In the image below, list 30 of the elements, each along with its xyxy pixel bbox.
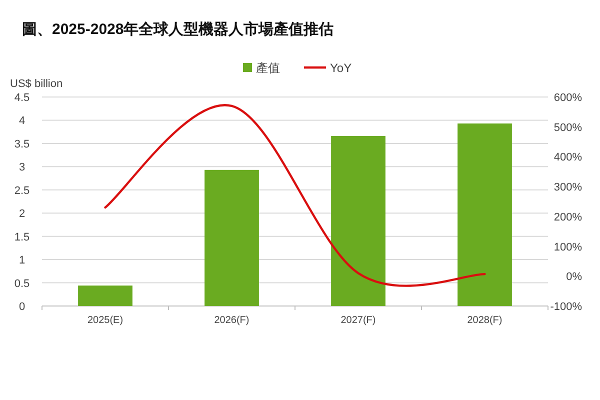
legend-label: 產值: [256, 61, 280, 75]
y-tick-label: 2.5: [14, 184, 30, 197]
y-tick-label: 1.5: [14, 231, 30, 244]
y2-tick-label: -100%: [550, 301, 582, 313]
y-tick-label: 1: [18, 254, 26, 267]
bar: [458, 123, 512, 306]
y2-tick-label: 600%: [554, 92, 582, 104]
y-tick-label: 3.5: [14, 138, 30, 150]
y2-tick-label: 500%: [554, 122, 582, 134]
x-tick-label: 2025(E): [87, 315, 124, 326]
y-tick-label: 4.5: [14, 92, 30, 104]
x-tick-label: 2028(F): [467, 315, 502, 326]
chart-title: 圖、2025-2028年全球人型機器人市場產值推估: [22, 20, 334, 38]
x-tick-label: 2026(F): [214, 315, 250, 326]
y2-tick-label: 400%: [554, 152, 582, 164]
x-tick-label: 2027(F): [340, 315, 376, 326]
y2-tick-label: 300%: [554, 182, 582, 194]
legend-label: YoY: [330, 61, 352, 75]
y2-tick-label: 100%: [554, 241, 582, 254]
y-tick-label: 0.5: [14, 278, 30, 290]
bar: [78, 286, 132, 306]
y-tick-label: 3: [18, 162, 26, 174]
bar: [331, 136, 386, 306]
bar: [204, 170, 259, 306]
y2-tick-label: 0%: [566, 271, 582, 284]
y-tick-label: 4: [18, 115, 26, 128]
y-tick-label: 0: [18, 301, 26, 313]
y-axis-title: US$ billion: [10, 78, 63, 90]
y2-tick-label: 200%: [554, 211, 582, 224]
y-tick-label: 2: [18, 208, 26, 220]
